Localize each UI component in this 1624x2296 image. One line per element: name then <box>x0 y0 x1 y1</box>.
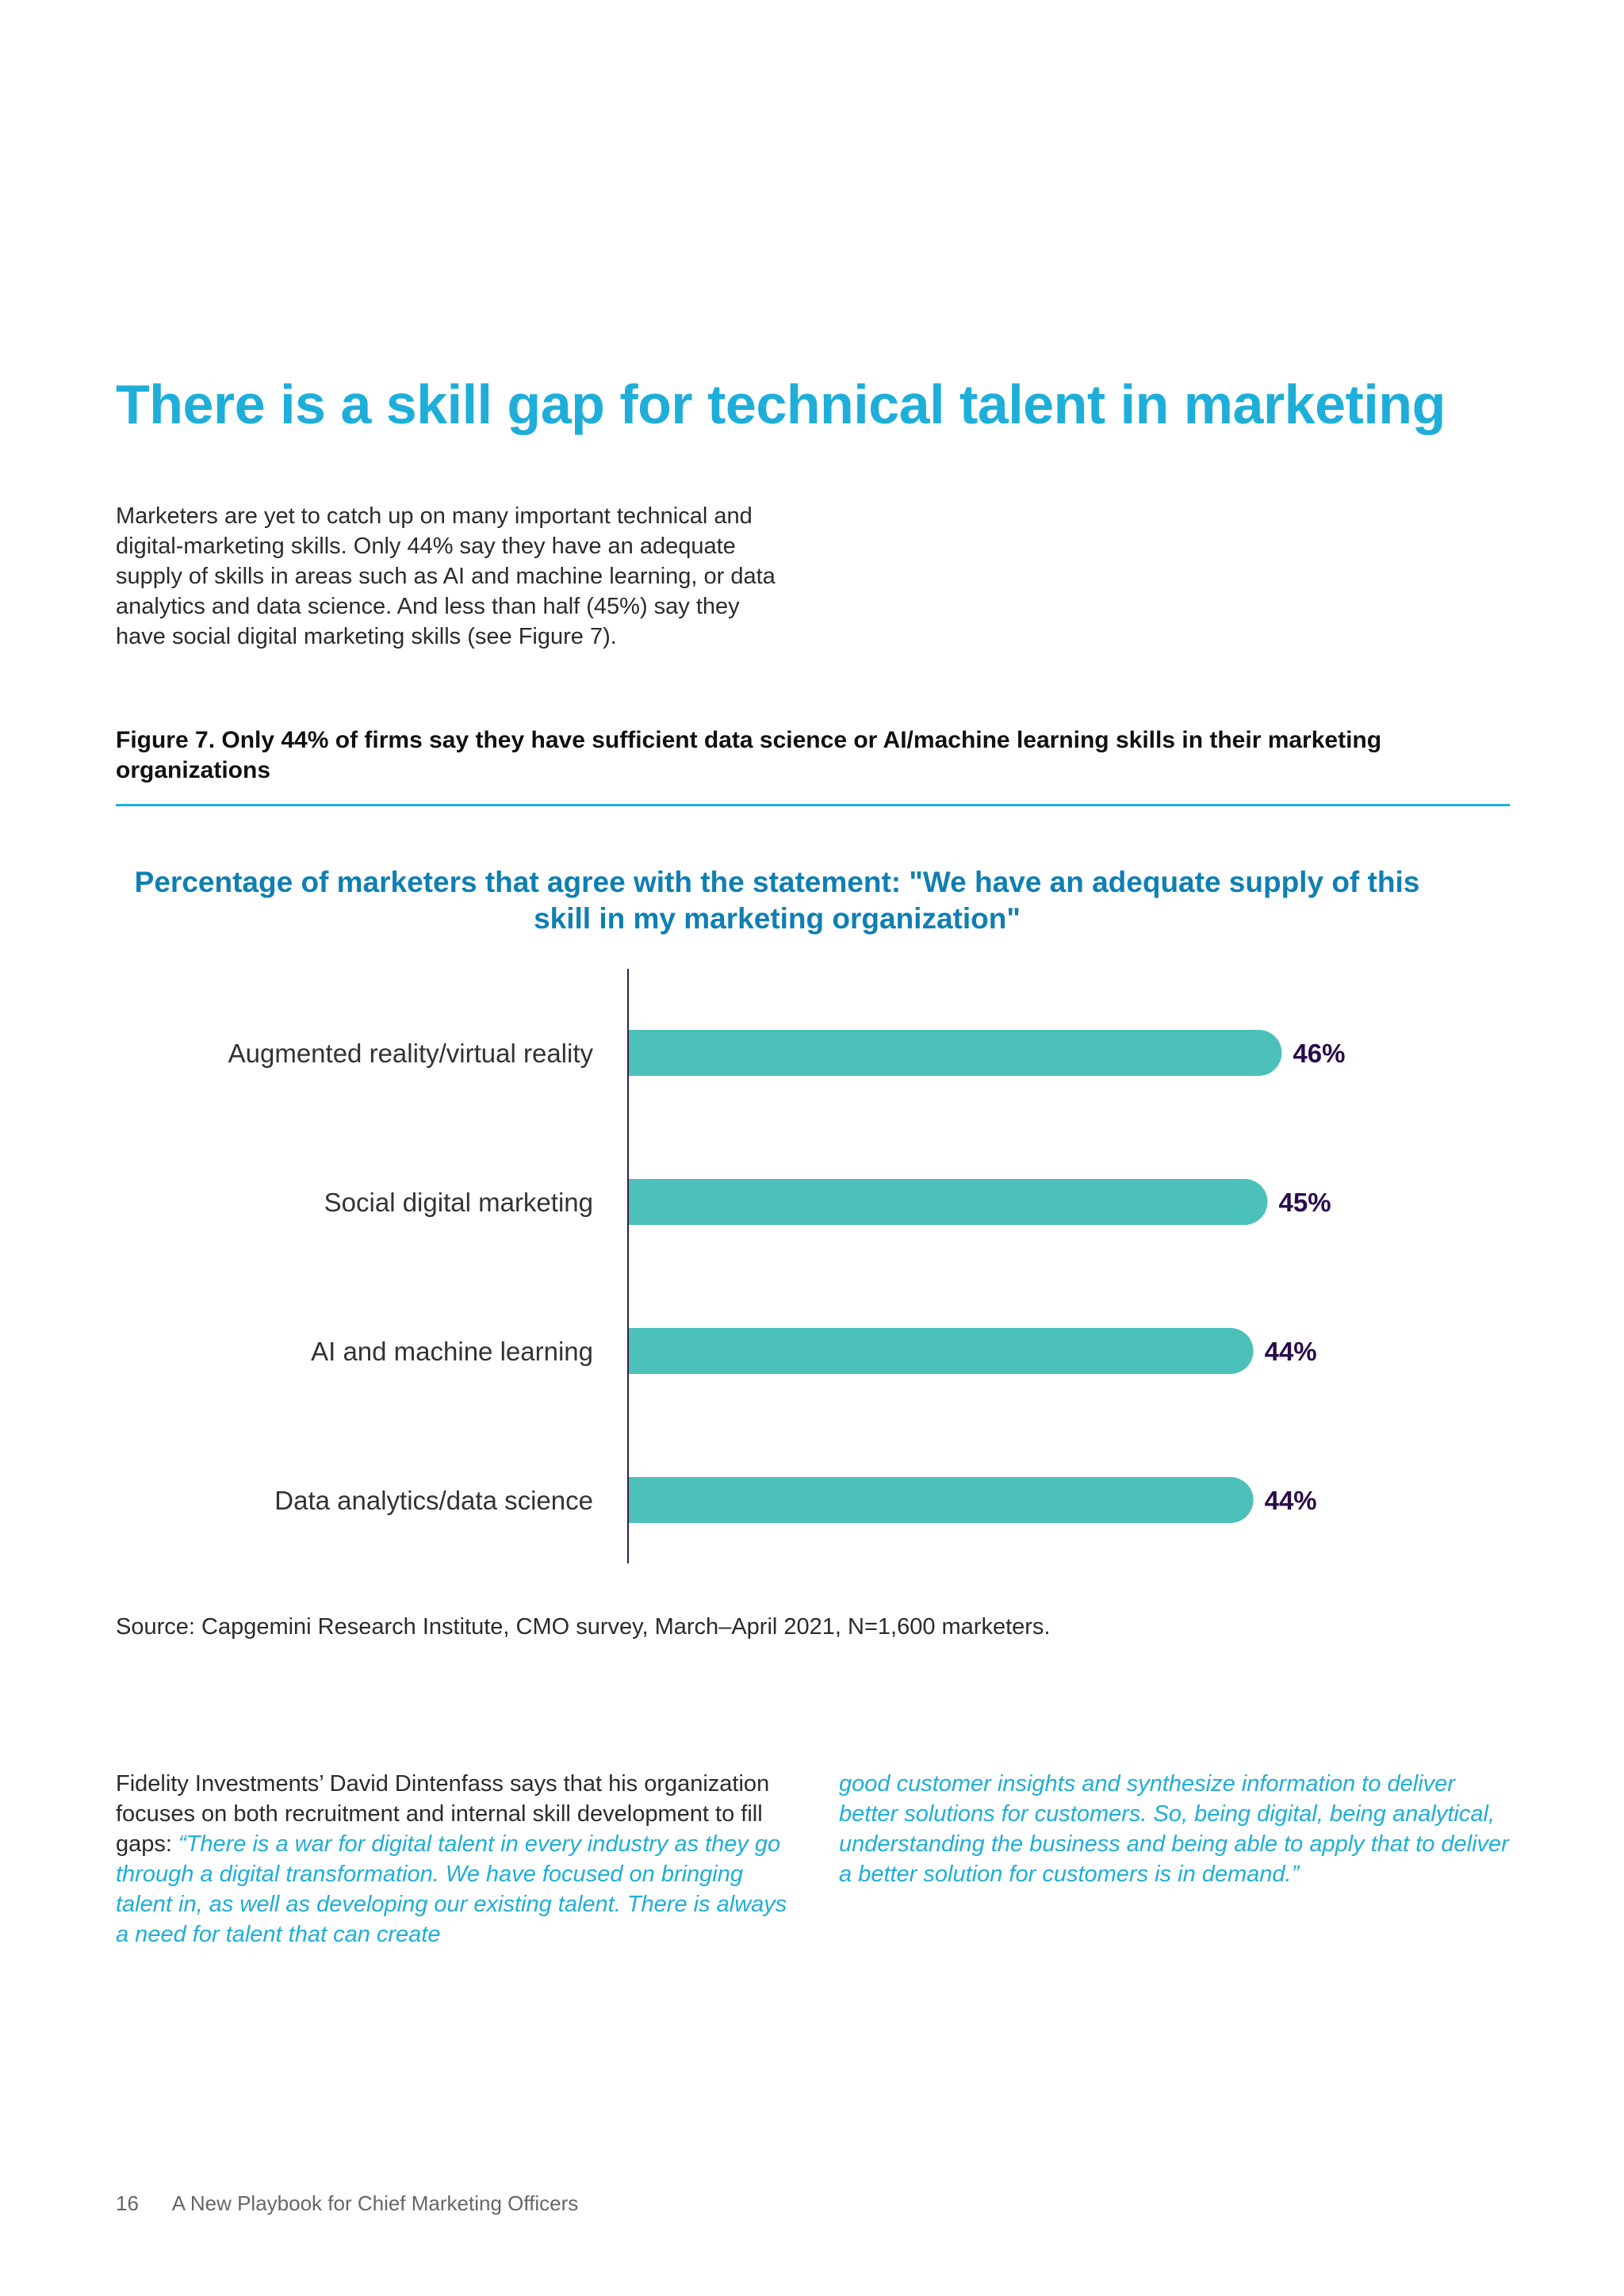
body-left-quote: “There is a war for digital talent in ev… <box>116 1831 787 1947</box>
intro-paragraph: Marketers are yet to catch up on many im… <box>116 503 776 649</box>
bar <box>629 1030 1282 1076</box>
body-right-quote: good customer insights and synthesize in… <box>839 1771 1509 1887</box>
value-label: 44% <box>1265 1486 1317 1515</box>
publication-title: A New Playbook for Chief Marketing Offic… <box>171 2191 579 2215</box>
category-label: Social digital marketing <box>324 1188 593 1217</box>
category-label: Data analytics/data science <box>274 1486 593 1515</box>
page-number: 16 <box>116 2191 139 2215</box>
body-right-column: good customer insights and synthesize in… <box>839 1769 1513 1889</box>
value-label: 44% <box>1265 1337 1317 1366</box>
category-label: Augmented reality/virtual reality <box>228 1039 594 1068</box>
page-footer: 16 A New Playbook for Chief Marketing Of… <box>116 2191 607 2216</box>
body-left-text: Fidelity Investments’ David Dintenfass s… <box>116 1771 770 1857</box>
source-note: Source: Capgemini Research Institute, CM… <box>116 1614 1051 1640</box>
body-left-column: Fidelity Investments’ David Dintenfass s… <box>116 1769 790 1950</box>
category-label: AI and machine learning <box>311 1337 593 1366</box>
chart-title: Percentage of marketers that agree with … <box>134 866 1420 935</box>
bar <box>629 1477 1254 1523</box>
figure-caption: Figure 7. Only 44% of firms say they hav… <box>116 727 1382 783</box>
value-label: 45% <box>1279 1188 1331 1217</box>
bar <box>629 1179 1268 1225</box>
value-label: 46% <box>1293 1039 1345 1068</box>
bar <box>629 1328 1254 1374</box>
figure-divider <box>116 804 1510 806</box>
page-heading: There is a skill gap for technical talen… <box>116 373 1446 435</box>
